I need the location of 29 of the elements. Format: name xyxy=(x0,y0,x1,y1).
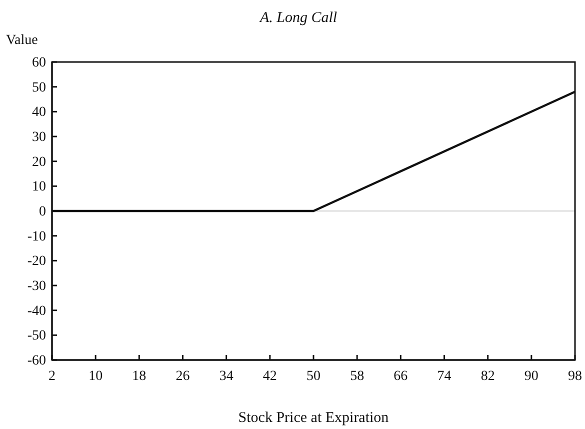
x-tick-label: 50 xyxy=(306,368,320,384)
x-tick-label: 90 xyxy=(524,368,538,384)
y-tick-label: 30 xyxy=(32,130,46,145)
x-tick-label: 10 xyxy=(88,368,103,384)
y-tick-label: 10 xyxy=(32,180,46,195)
y-tick-label: -60 xyxy=(27,353,46,368)
x-tick-label: 98 xyxy=(568,368,582,384)
y-tick-label: 40 xyxy=(32,105,46,120)
y-tick-label: 50 xyxy=(32,80,46,96)
x-axis-title: Stock Price at Expiration xyxy=(238,410,390,426)
x-tick-label: 18 xyxy=(132,368,146,384)
x-tick-label: 58 xyxy=(350,368,364,384)
y-tick-label: 60 xyxy=(32,55,46,70)
y-axis-title: Value xyxy=(6,33,38,48)
x-tick-label: 2 xyxy=(48,368,56,384)
x-tick-label: 42 xyxy=(262,368,277,384)
x-tick-label: 82 xyxy=(480,368,495,384)
chart-title: A. Long Call xyxy=(258,10,338,26)
y-tick-label: -20 xyxy=(27,254,46,270)
y-tick-label: -50 xyxy=(27,328,46,344)
x-tick-label: 74 xyxy=(437,368,452,384)
y-tick-label: -10 xyxy=(27,229,46,244)
y-tick-label: -30 xyxy=(27,278,46,294)
x-tick-label: 34 xyxy=(219,368,234,384)
x-tick-label: 66 xyxy=(394,368,408,384)
y-tick-label: 20 xyxy=(32,154,46,170)
y-tick-label: -40 xyxy=(27,304,46,319)
x-tick-label: 26 xyxy=(176,368,190,384)
y-tick-label: 0 xyxy=(39,204,46,220)
